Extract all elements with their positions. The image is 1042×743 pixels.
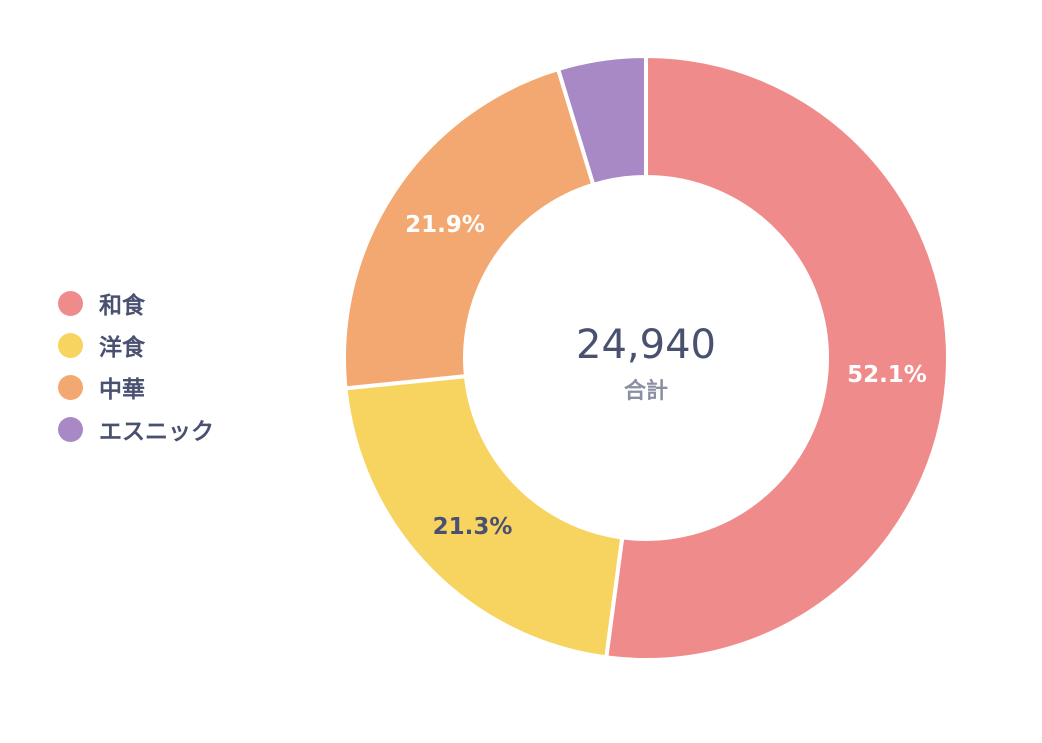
chart-legend: 和食 洋食 中華 エスニック [58, 282, 214, 450]
slice-label-yoshoku: 21.3% [433, 514, 513, 540]
center-total-label: 合計 [624, 378, 668, 404]
legend-item-washoku[interactable]: 和食 [58, 282, 214, 324]
legend-item-yoshoku[interactable]: 洋食 [58, 324, 214, 366]
legend-swatch-ethnic [58, 416, 83, 442]
slice-label-chuka: 21.9% [405, 212, 485, 238]
legend-label-yoshoku: 洋食 [99, 335, 145, 361]
slice-label-washoku: 52.1% [847, 362, 927, 388]
center-total-value: 24,940 [576, 322, 716, 368]
legend-label-washoku: 和食 [99, 293, 145, 319]
slice-ethnic[interactable] [556, 54, 648, 187]
legend-item-chuka[interactable]: 中華 [58, 366, 214, 408]
legend-swatch-yoshoku [58, 332, 83, 358]
slice-chuka[interactable] [342, 67, 596, 391]
legend-label-chuka: 中華 [99, 377, 145, 403]
legend-swatch-chuka [58, 374, 83, 400]
slice-labels: 52.1% 21.3% 21.9% [405, 212, 927, 540]
slice-washoku[interactable] [604, 54, 950, 662]
slice-yoshoku[interactable] [343, 374, 625, 660]
legend-label-ethnic: エスニック [99, 419, 214, 445]
legend-item-ethnic[interactable]: エスニック [58, 408, 214, 450]
legend-swatch-washoku [58, 290, 83, 316]
donut-slices [342, 54, 950, 662]
